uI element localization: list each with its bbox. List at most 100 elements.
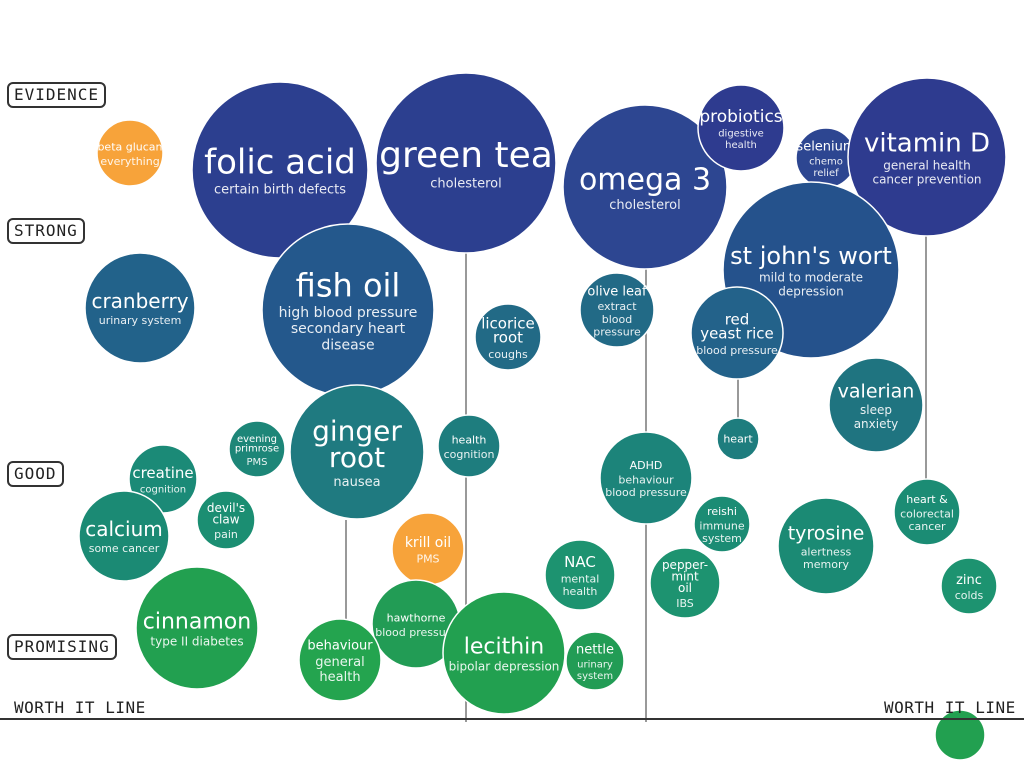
bubble-name: ginger <box>312 414 402 447</box>
bubble-description: health <box>725 140 757 151</box>
bubble-description: urinary <box>577 660 613 671</box>
bubble-description: blood <box>602 313 632 326</box>
bubble-name: mint <box>671 570 699 584</box>
bubble-circle <box>847 77 1007 237</box>
bubble-circle <box>828 357 924 453</box>
bubble-name: krill oil <box>405 535 451 551</box>
bubble-description: pain <box>214 528 238 541</box>
bubble-circle <box>579 272 655 348</box>
bubble-circle <box>716 417 760 461</box>
supplement-bubble[interactable]: beta glucan everything <box>96 119 164 187</box>
bubble-circle <box>442 591 566 715</box>
bubble-description: mental <box>561 572 600 585</box>
bubble-description: urinary system <box>99 314 182 327</box>
bubble-description: colds <box>955 589 984 602</box>
bubble-description: high blood pressure <box>279 305 418 321</box>
bubble-circle <box>893 478 961 546</box>
bubble-description: cancer <box>908 520 946 533</box>
bubble-description: cholesterol <box>430 177 501 192</box>
bubble-description: immune <box>699 520 744 533</box>
bubble-name: claw <box>212 512 239 526</box>
bubble-name: selenium <box>796 140 855 155</box>
bubble-name: probiotics <box>699 107 782 127</box>
bubble-name: st john's wort <box>730 242 892 270</box>
bubble-circle <box>196 490 256 550</box>
worth-it-line-label-right: WORTH IT LINE <box>884 698 1016 717</box>
bubble-description: general <box>315 655 364 670</box>
bubble-description: IBS <box>676 597 694 610</box>
bubble-name: hawthorne <box>387 611 446 624</box>
bubble-description: depression <box>778 284 843 298</box>
bubble-description: certain birth defects <box>214 183 346 198</box>
bubble-name: NAC <box>564 553 596 571</box>
bubble-circle <box>78 490 170 582</box>
bubble-name: fish oil <box>296 266 401 304</box>
bubble-circle <box>690 286 784 380</box>
bubble-name: health <box>452 433 487 446</box>
bubble-name: root <box>493 329 523 347</box>
bubble-description: bipolar depression <box>449 660 560 674</box>
bubble-circle <box>298 618 382 702</box>
bubble-description: extract <box>597 300 637 313</box>
supplement-bubble[interactable] <box>934 709 986 761</box>
bubble-circle <box>474 303 542 371</box>
bubble-description: some cancer <box>89 542 160 555</box>
bubble-name: licorice <box>481 314 535 332</box>
bubble-description: cognition <box>140 484 186 495</box>
bubble-name: nettle <box>576 643 614 658</box>
bubble-circle <box>375 72 557 254</box>
evidence-level-promising: PROMISING <box>7 634 117 660</box>
bubble-description: cancer prevention <box>872 172 981 186</box>
bubble-circle <box>135 566 259 690</box>
bubble-description: relief <box>813 168 839 179</box>
bubble-description: alertness <box>801 545 852 558</box>
bubble-name: heart <box>723 433 753 446</box>
bubble-name: cranberry <box>91 289 188 313</box>
bubble-name: oil <box>678 581 692 595</box>
bubble-name: omega 3 <box>579 162 711 197</box>
supplement-bubble[interactable]: heart <box>716 417 760 461</box>
bubble-circle <box>562 104 728 270</box>
bubble-description: colorectal <box>900 508 954 521</box>
bubble-circle <box>437 414 501 478</box>
bubble-name: tyrosine <box>788 523 865 545</box>
bubble-name: lecithin <box>464 634 544 659</box>
supplement-bubble[interactable]: hawthorne blood pressure <box>371 579 461 669</box>
bubble-name: root <box>329 441 385 474</box>
evidence-level-evidence: EVIDENCE <box>7 82 107 108</box>
bubble-name: ADHD <box>630 459 663 472</box>
bubble-description: everything <box>100 155 159 168</box>
bubble-description: general health <box>883 159 970 173</box>
supplement-bubble[interactable]: health cognition <box>437 414 501 478</box>
bubble-circle <box>697 84 785 172</box>
